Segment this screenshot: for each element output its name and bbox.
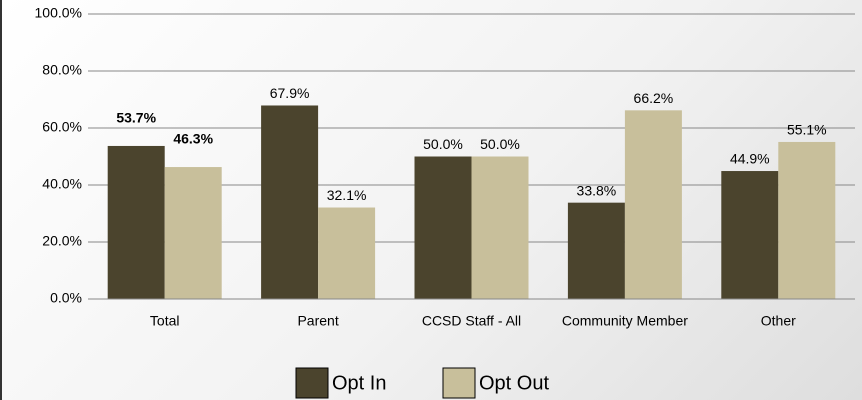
data-label: 32.1%	[327, 187, 367, 203]
y-tick-label: 0.0%	[50, 290, 82, 306]
bar	[414, 156, 472, 299]
data-label: 50.0%	[423, 136, 463, 152]
legend-text: Opt In	[332, 372, 386, 394]
left-edge	[0, 0, 2, 400]
data-label: 46.3%	[173, 131, 213, 147]
data-label: 55.1%	[787, 122, 827, 138]
x-tick-label: Total	[150, 313, 180, 329]
y-tick-label: 80.0%	[42, 62, 82, 78]
data-label: 67.9%	[270, 85, 310, 101]
data-label: 33.8%	[577, 182, 617, 198]
y-tick-label: 60.0%	[42, 119, 82, 135]
data-label: 50.0%	[480, 136, 520, 152]
x-tick-label: Community Member	[562, 313, 688, 329]
bar	[107, 145, 165, 299]
data-label: 53.7%	[116, 110, 156, 126]
legend-swatch	[295, 367, 329, 399]
bar	[624, 110, 682, 299]
bar	[471, 156, 529, 299]
y-tick-label: 40.0%	[42, 176, 82, 192]
x-tick-label: Parent	[297, 313, 338, 329]
data-label: 66.2%	[634, 90, 674, 106]
y-tick-label: 20.0%	[42, 233, 82, 249]
data-label: 44.9%	[730, 151, 770, 167]
y-tick-label: 100.0%	[35, 5, 82, 21]
bar	[318, 207, 376, 299]
bar	[567, 202, 625, 299]
bar	[261, 105, 319, 299]
x-tick-label: CCSD Staff - All	[422, 313, 521, 329]
x-tick-label: Other	[761, 313, 796, 329]
bar	[778, 141, 836, 299]
bar	[721, 171, 779, 299]
legend-text: Opt Out	[479, 372, 549, 394]
bar	[164, 167, 222, 299]
legend-swatch	[442, 367, 476, 399]
